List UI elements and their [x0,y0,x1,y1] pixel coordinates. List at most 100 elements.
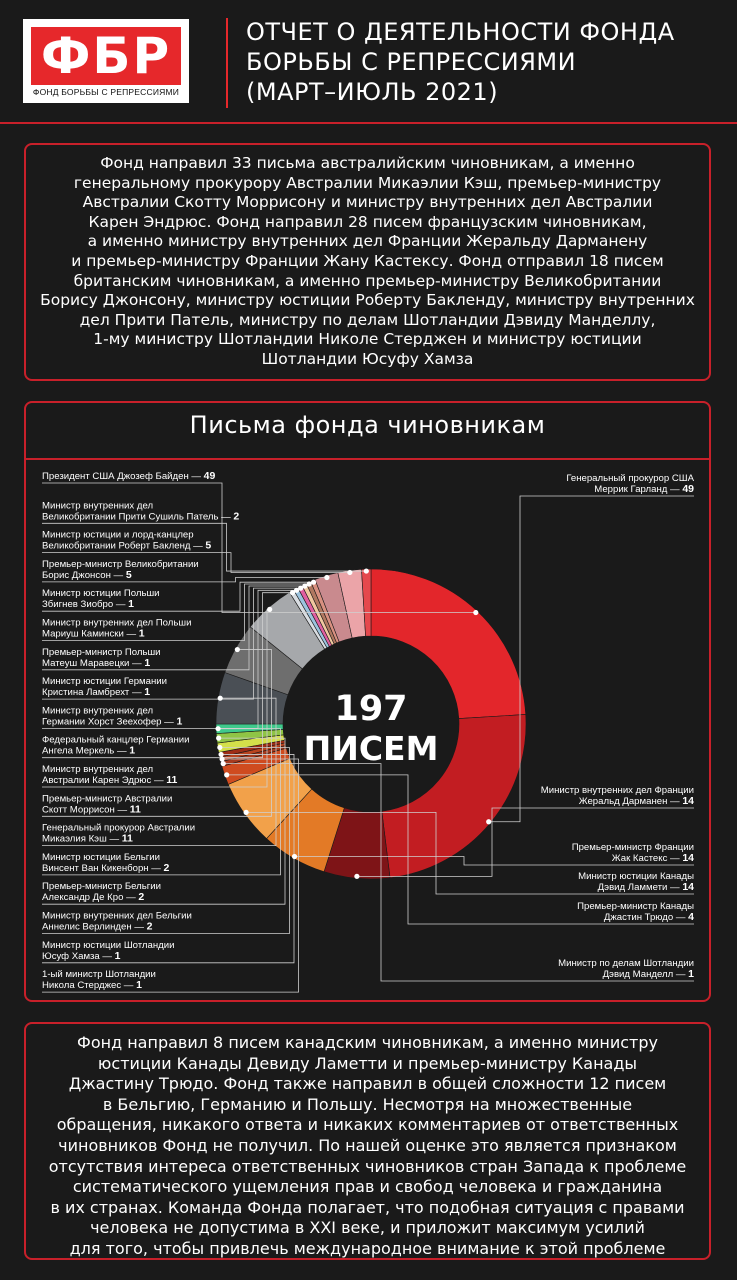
leader-dot [219,756,225,762]
leader-dot [216,735,222,741]
slice-value: 14 [682,795,694,807]
intro-line: Карен Эндрюс. Фонд направил 28 писем фра… [88,212,647,231]
slice-label-text: Микаэлия Кэш — 11 [42,833,133,845]
leader-dot [289,590,296,596]
slice-value: 1 [176,715,182,727]
leader-line [42,577,327,583]
leader-dot [291,853,298,860]
leader-dot [218,751,224,758]
slice-label-text: Джастин Трюдо — 4 [604,911,694,923]
leader-dot [267,606,273,612]
leader-line [42,581,314,612]
leader-dot [347,569,353,576]
slice-label-text: Министр внутренних дел [42,500,153,511]
intro-line: 1-му министру Шотландии Николе Стерджен … [93,330,642,349]
slice-value: 2 [164,862,170,874]
slice-label-text: Великобритании Прити Сушиль Патель — 2 [42,510,239,522]
leader-dot [302,583,308,589]
leader-line [42,697,277,846]
slice-label-text: Жеральд Дарманен — 14 [579,795,694,807]
leader-line [42,592,293,759]
leader-line [294,856,694,866]
slice-value: 4 [688,911,694,923]
leader-dot [298,585,304,591]
page-title-line: ОТЧЕТ О ДЕЯТЕЛЬНОСТИ ФОНДА [246,18,675,46]
closing-line: для того, чтобы привлечь международное в… [69,1238,666,1258]
leader-dot [224,772,230,778]
slice-value: 11 [166,774,177,786]
slice-value: 49 [204,470,216,482]
leader-dot [486,819,492,825]
slice-label-text: Министр юстиции Бельгии [42,852,160,863]
donut-slices [215,568,527,880]
slice-label-text: Збигнев Зиобро — 1 [42,598,134,610]
closing-line: в Бельгию, Германию и Польшу. Несмотря н… [102,1094,633,1114]
slice-value: 1 [128,598,134,610]
slice-label-text: Министр юстиции Шотландии [42,940,174,951]
slice-label-text: Министр юстиции Германии [42,676,167,687]
leader-line [42,552,350,573]
slice-label-text: Винсент Ван Кикенборн — 2 [42,862,170,874]
slice-value: 49 [682,483,694,495]
leader-line [42,649,272,817]
leader-dot [354,873,360,879]
chart-box: Письма фонда чиновникам 197 ПИСЕМ Президен… [24,401,711,1002]
slice-label-text: Министр внутренних дел Польши [42,618,191,629]
logo: ФБР ФОНД БОРЬБЫ С РЕПРЕССИЯМИ [23,19,189,103]
closing-line: юстиции Канады Девиду Ламетти и премьер-… [97,1053,638,1073]
slice-value: 1 [144,686,150,698]
leader-line [356,807,694,877]
leader-line [42,758,299,993]
leader-dot [306,581,312,587]
slice-label-text: Меррик Гарланд — 49 [594,483,694,495]
slice-label-text: Генеральный прокурор США [566,473,694,484]
leader-line [42,587,301,700]
closing-line: Фонд направил 8 писем канадским чиновник… [77,1033,658,1052]
intro-line: генеральному прокурору Австралии Микаэли… [73,173,662,192]
slice-label-text: Премьер-министр Австралии [42,793,172,804]
intro-line: британским чиновникам, а именно премьер-… [73,271,662,290]
intro-line: дел Прити Патель, министру по делам Шотл… [79,310,656,329]
closing-box: Фонд направил 8 писем канадским чиновник… [24,1022,711,1260]
leader-line [42,728,281,876]
slice-label-text: Министр по делам Шотландии [558,958,694,969]
slice-label-text: Кристина Ламбрехт — 1 [42,686,150,698]
chart-title: Письма фонда чиновникам [189,411,546,439]
slice-label-text: Борис Джонсон — 5 [42,569,132,581]
leader-dot [217,695,223,701]
slice-label-text: Мариуш Камински — 1 [42,628,145,640]
leader-line [42,522,367,572]
closing-line: чиновников Фонд не получил. По нашей оце… [58,1135,677,1155]
slice-value: 1 [144,657,150,669]
slice-value: 5 [126,569,132,581]
closing-line: обращения, никакого ответа и никаких ком… [56,1115,679,1135]
intro-line: и премьер-министру Франции Жану Кастексу… [71,251,664,270]
leader-line [488,495,694,823]
slice-label-text: Премьер-министр Канады [577,901,694,912]
closing-line: человека не допустима в XXI веке, и прил… [90,1218,645,1238]
slice-label: Президент США Джозеф Байден — 49 [42,470,479,616]
closing-line: систематического ущемления прав и свобод… [72,1177,663,1197]
slice-label-text: Матеуш Маравецки — 1 [42,657,150,669]
page-title-line: БОРЬБЫ С РЕПРЕССИЯМИ [246,48,577,76]
slice-label-text: Министр внутренних дел [42,764,153,775]
slice-label-text: Жак Кастекс — 14 [612,852,694,864]
slice-label-text: Никола Стерджес — 1 [42,979,142,991]
leader-dot [473,609,479,616]
leader-line [42,482,476,613]
leader-dot [220,760,226,767]
header-divider [226,18,228,108]
slice-label: Министр юстиции и лорд-канцлерВеликобрит… [42,530,353,576]
